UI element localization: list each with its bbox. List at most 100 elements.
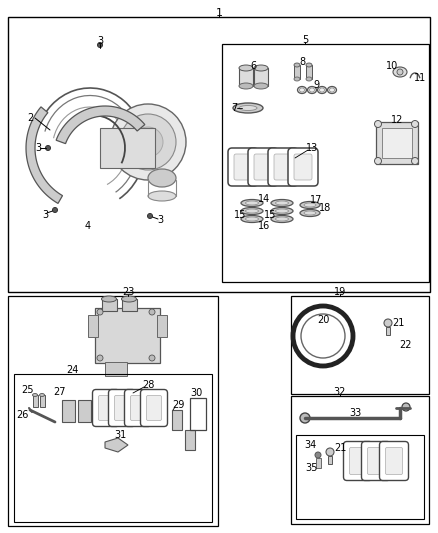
- Ellipse shape: [276, 209, 289, 213]
- Text: 25: 25: [22, 385, 34, 395]
- Ellipse shape: [294, 77, 300, 81]
- Bar: [328, 456, 332, 464]
- Ellipse shape: [329, 88, 335, 92]
- Circle shape: [397, 69, 403, 75]
- Ellipse shape: [310, 88, 314, 92]
- Circle shape: [148, 214, 152, 219]
- Ellipse shape: [393, 67, 407, 77]
- FancyBboxPatch shape: [78, 400, 91, 422]
- Bar: [306, 65, 312, 79]
- Circle shape: [53, 207, 57, 213]
- Text: 19: 19: [334, 287, 346, 297]
- Bar: [40, 395, 45, 407]
- Text: 27: 27: [54, 387, 66, 397]
- Polygon shape: [56, 106, 145, 143]
- Bar: [95, 308, 160, 363]
- Text: 21: 21: [392, 318, 404, 328]
- Ellipse shape: [328, 86, 336, 93]
- Circle shape: [374, 157, 381, 165]
- Ellipse shape: [319, 88, 325, 92]
- Text: 9: 9: [313, 80, 319, 90]
- Ellipse shape: [271, 199, 293, 206]
- FancyBboxPatch shape: [288, 148, 318, 186]
- Bar: [14, 374, 212, 522]
- Circle shape: [315, 452, 321, 458]
- Ellipse shape: [300, 209, 320, 216]
- Bar: [100, 128, 155, 168]
- Circle shape: [149, 309, 155, 315]
- Ellipse shape: [304, 211, 316, 215]
- Ellipse shape: [271, 207, 293, 214]
- Circle shape: [374, 120, 381, 127]
- Text: 28: 28: [142, 380, 154, 390]
- Text: 1: 1: [215, 8, 223, 18]
- Bar: [102, 299, 117, 311]
- Text: 29: 29: [172, 400, 184, 410]
- Text: 30: 30: [190, 388, 202, 398]
- Ellipse shape: [306, 63, 312, 67]
- FancyBboxPatch shape: [146, 395, 162, 421]
- Ellipse shape: [239, 65, 253, 71]
- Bar: [239, 68, 253, 86]
- FancyBboxPatch shape: [254, 154, 272, 180]
- Bar: [291, 396, 429, 524]
- Circle shape: [133, 127, 163, 157]
- Bar: [296, 435, 424, 519]
- Text: 15: 15: [264, 210, 276, 220]
- Ellipse shape: [121, 296, 137, 302]
- FancyBboxPatch shape: [234, 154, 252, 180]
- Bar: [105, 362, 127, 376]
- Text: 26: 26: [16, 410, 28, 420]
- Text: 3: 3: [97, 36, 103, 46]
- Ellipse shape: [39, 393, 45, 397]
- FancyBboxPatch shape: [92, 390, 120, 426]
- Bar: [172, 410, 182, 430]
- Text: 23: 23: [122, 287, 134, 297]
- Text: 32: 32: [334, 387, 346, 397]
- Text: 3: 3: [35, 143, 41, 153]
- Text: 16: 16: [258, 221, 270, 231]
- Ellipse shape: [300, 201, 320, 208]
- FancyBboxPatch shape: [114, 395, 130, 421]
- Polygon shape: [105, 438, 128, 452]
- Ellipse shape: [306, 77, 312, 81]
- Bar: [33, 395, 38, 407]
- FancyBboxPatch shape: [361, 441, 391, 481]
- Text: 35: 35: [306, 463, 318, 473]
- Ellipse shape: [318, 86, 326, 93]
- Text: 8: 8: [299, 57, 305, 67]
- Ellipse shape: [241, 207, 263, 214]
- Bar: [157, 315, 167, 337]
- Circle shape: [120, 114, 176, 170]
- Ellipse shape: [307, 86, 317, 93]
- Text: 12: 12: [391, 115, 403, 125]
- Bar: [386, 327, 390, 335]
- Ellipse shape: [246, 217, 258, 221]
- Ellipse shape: [32, 393, 38, 397]
- Ellipse shape: [276, 217, 289, 221]
- Text: 22: 22: [399, 340, 411, 350]
- Ellipse shape: [241, 199, 263, 206]
- Ellipse shape: [148, 191, 176, 201]
- Ellipse shape: [297, 86, 307, 93]
- Bar: [88, 315, 98, 337]
- FancyBboxPatch shape: [248, 148, 278, 186]
- Ellipse shape: [148, 169, 176, 187]
- Ellipse shape: [304, 203, 316, 207]
- Text: 14: 14: [258, 194, 270, 204]
- FancyBboxPatch shape: [367, 448, 385, 474]
- Text: 3: 3: [42, 210, 48, 220]
- Bar: [376, 122, 418, 164]
- Bar: [8, 296, 218, 526]
- Text: 13: 13: [306, 143, 318, 153]
- FancyBboxPatch shape: [99, 395, 113, 421]
- Ellipse shape: [239, 83, 253, 89]
- Circle shape: [110, 104, 186, 180]
- Text: 6: 6: [250, 61, 256, 71]
- FancyBboxPatch shape: [109, 390, 135, 426]
- Ellipse shape: [276, 201, 289, 205]
- Bar: [316, 458, 321, 468]
- Text: 11: 11: [414, 73, 426, 83]
- Ellipse shape: [102, 296, 117, 302]
- Text: 21: 21: [334, 443, 346, 453]
